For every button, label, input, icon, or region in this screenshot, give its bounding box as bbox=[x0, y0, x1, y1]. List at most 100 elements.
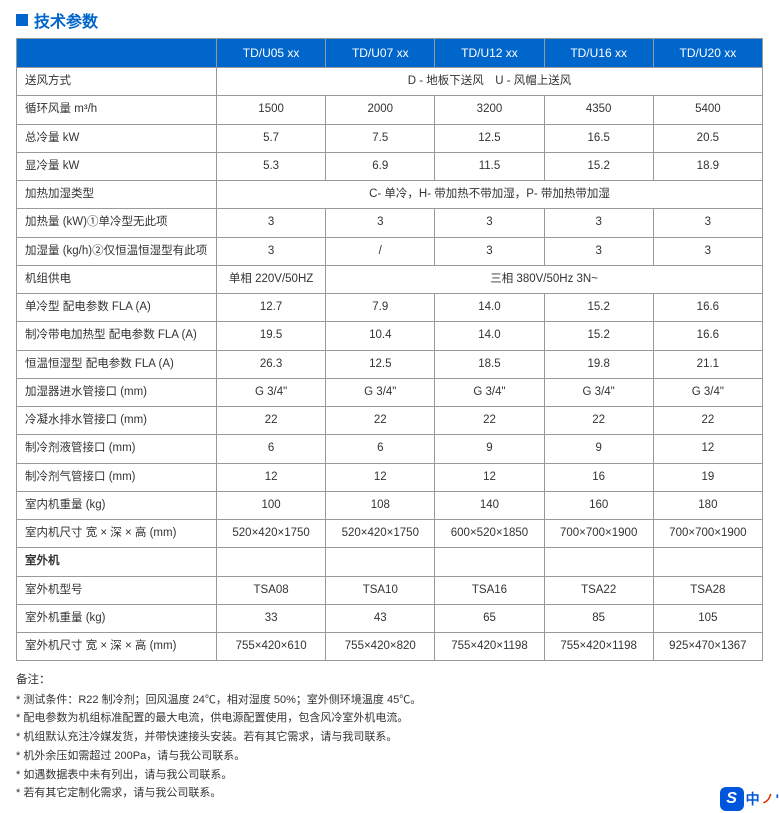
row-label: 加湿器进水管接口 (mm) bbox=[17, 378, 217, 406]
cell: 7.9 bbox=[326, 294, 435, 322]
cell: 22 bbox=[544, 407, 653, 435]
table-row: 室外机重量 (kg)33436585105 bbox=[17, 604, 763, 632]
cell: 1500 bbox=[217, 96, 326, 124]
logo-text: 中 bbox=[746, 789, 760, 809]
brand-logo: S 中 ノ ' bbox=[720, 787, 779, 811]
table-row: 室外机尺寸 宽 × 深 × 高 (mm)755×420×610755×420×8… bbox=[17, 633, 763, 661]
cell: 43 bbox=[326, 604, 435, 632]
cell: G 3/4" bbox=[435, 378, 544, 406]
note-line: * 如遇数据表中未有列出，请与我公司联系。 bbox=[16, 766, 763, 785]
cell: 9 bbox=[544, 435, 653, 463]
table-row: 制冷剂液管接口 (mm)669912 bbox=[17, 435, 763, 463]
section-title: 技术参数 bbox=[16, 8, 763, 32]
table-row: 送风方式D - 地板下送风 U - 风帽上送风 bbox=[17, 68, 763, 96]
cell: 10.4 bbox=[326, 322, 435, 350]
cell: 925×470×1367 bbox=[653, 633, 762, 661]
row-label: 循环风量 m³/h bbox=[17, 96, 217, 124]
cell: 18.5 bbox=[435, 350, 544, 378]
cell: 85 bbox=[544, 604, 653, 632]
table-row: 加湿器进水管接口 (mm)G 3/4"G 3/4"G 3/4"G 3/4"G 3… bbox=[17, 378, 763, 406]
cell bbox=[653, 548, 762, 576]
cell: 700×700×1900 bbox=[544, 520, 653, 548]
row-label: 室外机 bbox=[17, 548, 217, 576]
notes-block: 备注： * 测试条件：R22 制冷剂；回风温度 24℃，相对湿度 50%；室外侧… bbox=[16, 671, 763, 803]
table-row: 总冷量 kW5.77.512.516.520.5 bbox=[17, 124, 763, 152]
cell: 14.0 bbox=[435, 322, 544, 350]
logo-dot: ' bbox=[776, 791, 779, 807]
cell: 22 bbox=[435, 407, 544, 435]
table-row: 机组供电单相 220V/50HZ三相 380V/50Hz 3N~ bbox=[17, 265, 763, 293]
cell: TSA10 bbox=[326, 576, 435, 604]
row-label: 单冷型 配电参数 FLA (A) bbox=[17, 294, 217, 322]
cell: 105 bbox=[653, 604, 762, 632]
header-empty bbox=[17, 39, 217, 68]
table-row: 室外机 bbox=[17, 548, 763, 576]
cell: 3 bbox=[653, 237, 762, 265]
cell: / bbox=[326, 237, 435, 265]
logo-s-icon: S bbox=[720, 787, 744, 811]
cell: TSA28 bbox=[653, 576, 762, 604]
table-row: 加湿量 (kg/h)②仅恒温恒湿型有此项3/333 bbox=[17, 237, 763, 265]
cell: 20.5 bbox=[653, 124, 762, 152]
header-col: TD/U20 xx bbox=[653, 39, 762, 68]
cell: 15.2 bbox=[544, 322, 653, 350]
cell: 16.6 bbox=[653, 322, 762, 350]
logo-flame-icon: ノ bbox=[762, 790, 774, 807]
cell-span: 三相 380V/50Hz 3N~ bbox=[326, 265, 763, 293]
row-label: 制冷剂液管接口 (mm) bbox=[17, 435, 217, 463]
cell: 11.5 bbox=[435, 152, 544, 180]
cell: 12 bbox=[653, 435, 762, 463]
cell: 755×420×1198 bbox=[544, 633, 653, 661]
table-row: 加热量 (kW)①单冷型无此项33333 bbox=[17, 209, 763, 237]
cell bbox=[435, 548, 544, 576]
cell: 3 bbox=[217, 237, 326, 265]
cell: TSA08 bbox=[217, 576, 326, 604]
row-label: 加热加湿类型 bbox=[17, 181, 217, 209]
cell: 22 bbox=[653, 407, 762, 435]
cell-span: D - 地板下送风 U - 风帽上送风 bbox=[217, 68, 763, 96]
note-line: * 机外余压如需超过 200Pa，请与我公司联系。 bbox=[16, 747, 763, 766]
cell: 100 bbox=[217, 491, 326, 519]
row-label: 恒温恒湿型 配电参数 FLA (A) bbox=[17, 350, 217, 378]
cell: 520×420×1750 bbox=[217, 520, 326, 548]
cell: 3 bbox=[435, 209, 544, 237]
header-col: TD/U12 xx bbox=[435, 39, 544, 68]
table-header-row: TD/U05 xx TD/U07 xx TD/U12 xx TD/U16 xx … bbox=[17, 39, 763, 68]
cell: G 3/4" bbox=[653, 378, 762, 406]
note-line: * 测试条件：R22 制冷剂；回风温度 24℃，相对湿度 50%；室外侧环境温度… bbox=[16, 691, 763, 710]
header-col: TD/U07 xx bbox=[326, 39, 435, 68]
cell: 5.3 bbox=[217, 152, 326, 180]
cell: 108 bbox=[326, 491, 435, 519]
cell: 12 bbox=[326, 463, 435, 491]
row-label: 室外机重量 (kg) bbox=[17, 604, 217, 632]
specs-table: TD/U05 xx TD/U07 xx TD/U12 xx TD/U16 xx … bbox=[16, 38, 763, 661]
notes-title: 备注： bbox=[16, 671, 763, 691]
row-label: 室外机型号 bbox=[17, 576, 217, 604]
cell: 180 bbox=[653, 491, 762, 519]
cell: 22 bbox=[217, 407, 326, 435]
cell: 19 bbox=[653, 463, 762, 491]
cell bbox=[544, 548, 653, 576]
title-text: 技术参数 bbox=[34, 8, 98, 32]
table-row: 制冷带电加热型 配电参数 FLA (A)19.510.414.015.216.6 bbox=[17, 322, 763, 350]
cell: 15.2 bbox=[544, 294, 653, 322]
cell: 3200 bbox=[435, 96, 544, 124]
title-bullet-icon bbox=[16, 14, 28, 26]
cell: 12 bbox=[435, 463, 544, 491]
cell: 160 bbox=[544, 491, 653, 519]
cell bbox=[326, 548, 435, 576]
cell: 26.3 bbox=[217, 350, 326, 378]
row-label: 制冷剂气管接口 (mm) bbox=[17, 463, 217, 491]
cell: 14.0 bbox=[435, 294, 544, 322]
cell: 16.5 bbox=[544, 124, 653, 152]
cell: 700×700×1900 bbox=[653, 520, 762, 548]
table-row: 循环风量 m³/h15002000320043505400 bbox=[17, 96, 763, 124]
row-label: 加湿量 (kg/h)②仅恒温恒湿型有此项 bbox=[17, 237, 217, 265]
cell: 520×420×1750 bbox=[326, 520, 435, 548]
cell: 755×420×610 bbox=[217, 633, 326, 661]
table-row: 加热加湿类型C- 单冷，H- 带加热不带加湿，P- 带加热带加湿 bbox=[17, 181, 763, 209]
cell-span: C- 单冷，H- 带加热不带加湿，P- 带加热带加湿 bbox=[217, 181, 763, 209]
table-row: 恒温恒湿型 配电参数 FLA (A)26.312.518.519.821.1 bbox=[17, 350, 763, 378]
cell: 5400 bbox=[653, 96, 762, 124]
cell: 22 bbox=[326, 407, 435, 435]
